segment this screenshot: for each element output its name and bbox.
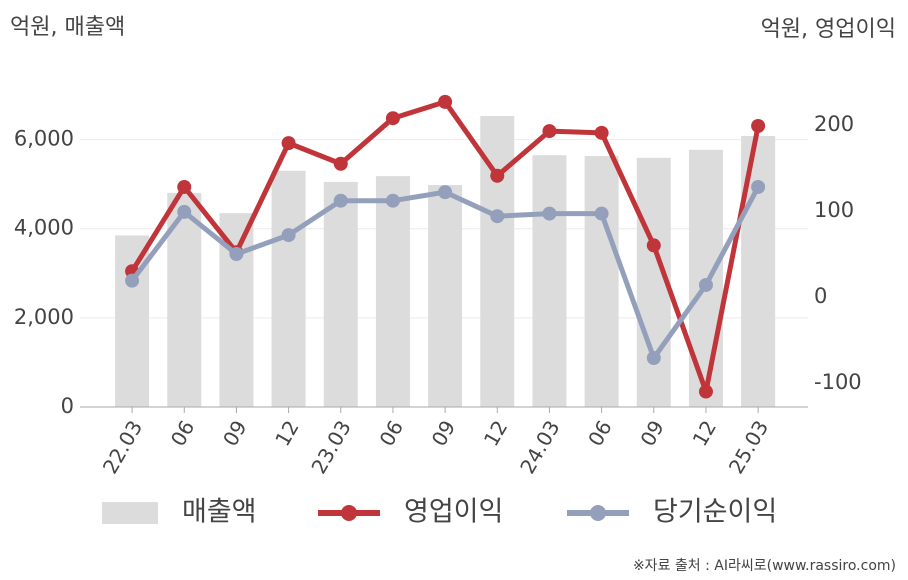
- point: [542, 124, 557, 139]
- point: [490, 168, 505, 183]
- legend-swatch: [341, 505, 357, 521]
- x-tick-label: 12: [479, 416, 513, 450]
- bar: [428, 185, 463, 407]
- x-tick-label: 06: [166, 416, 200, 450]
- legend-label: 매출액: [182, 497, 257, 528]
- point: [177, 179, 192, 194]
- point: [751, 179, 766, 194]
- y2-tick-label: 0: [814, 284, 827, 308]
- x-tick-label: 09: [635, 416, 669, 450]
- x-tick-label: 24.03: [515, 416, 564, 478]
- bar: [375, 176, 410, 407]
- legend-swatch: [102, 502, 158, 524]
- y-tick-label: 0: [61, 394, 74, 418]
- point: [385, 111, 400, 126]
- point: [438, 94, 453, 109]
- y-axis-title: 억원, 매출액: [10, 15, 125, 40]
- y2-tick-label: -100: [814, 370, 862, 394]
- point: [333, 156, 348, 171]
- x-tick-label: 06: [375, 416, 409, 450]
- x-tick-label: 22.03: [98, 416, 147, 478]
- y2-tick-label: 200: [814, 112, 854, 136]
- point: [698, 384, 713, 399]
- y2-axis-title: 억원, 영업이익: [761, 17, 896, 42]
- source: ※자료 출처 : AI라씨로(www.rassiro.com): [633, 558, 896, 574]
- legend-label: 당기순이익: [653, 497, 777, 528]
- bar: [271, 170, 306, 407]
- x-tick-label: 12: [270, 416, 304, 450]
- x-tick-label: 06: [583, 416, 617, 450]
- point: [594, 125, 609, 140]
- x-tick-label: 12: [688, 416, 722, 450]
- x-tick-label: 23.03: [306, 416, 355, 478]
- x-tick-label: 25.03: [724, 416, 773, 478]
- point: [751, 118, 766, 133]
- x-tick-label: 09: [427, 416, 461, 450]
- point: [698, 277, 713, 292]
- x-tick-label: 09: [218, 416, 252, 450]
- point: [333, 193, 348, 208]
- point: [229, 247, 244, 262]
- point: [490, 209, 505, 224]
- point: [542, 206, 557, 221]
- y-tick-label: 2,000: [14, 305, 74, 329]
- point: [281, 136, 296, 151]
- point: [177, 204, 192, 219]
- y2-tick-label: 100: [814, 198, 854, 222]
- point: [281, 228, 296, 243]
- bar: [323, 181, 358, 407]
- y-tick-label: 6,000: [14, 127, 74, 151]
- point: [646, 351, 661, 366]
- y-tick-label: 4,000: [14, 216, 74, 240]
- bar: [584, 156, 619, 407]
- point: [646, 238, 661, 253]
- legend-swatch: [590, 505, 606, 521]
- bar: [532, 155, 567, 407]
- point: [438, 185, 453, 200]
- point: [385, 193, 400, 208]
- legend-label: 영업이익: [404, 497, 503, 528]
- point: [125, 273, 140, 288]
- point: [594, 206, 609, 221]
